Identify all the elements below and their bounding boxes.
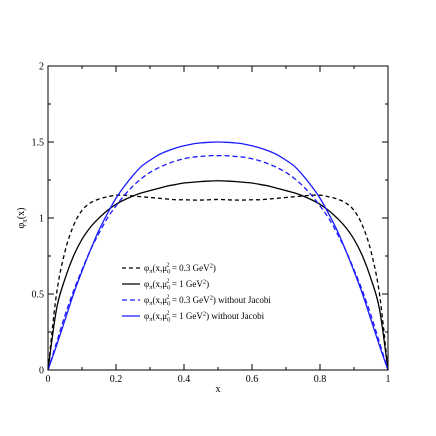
y-axis-label-sub: π xyxy=(21,219,29,223)
legend-label: φπ(x,μ02 = 0.3 GeV2) xyxy=(144,262,216,276)
legend-phi: φ xyxy=(144,311,149,321)
legend-sup2: 2 xyxy=(166,278,169,285)
ticks-layer: 0 0.2 0.4 0.6 0.8 1 0 0.5 1 1.5 2 xyxy=(32,62,391,386)
legend-pi: π xyxy=(149,268,153,275)
y-tick-label: 0 xyxy=(39,366,44,377)
x-tick-label: 0.2 xyxy=(110,374,123,385)
x-tick-label: 0.6 xyxy=(246,374,259,385)
y-axis-label-main: φ xyxy=(16,223,27,229)
y-tick-label: 1 xyxy=(39,214,44,225)
legend-sup2: 2 xyxy=(166,262,169,269)
svg-text:φπ(x): φπ(x) xyxy=(16,208,29,229)
legend-item-2: φπ(x,μ02 = 1 GeV2) xyxy=(122,278,209,292)
legend-pi: π xyxy=(149,300,153,307)
y-axis-label-tail: (x) xyxy=(16,208,27,220)
y-tick-label: 1.5 xyxy=(32,138,45,149)
series-layer xyxy=(47,141,389,371)
legend-eq: = 1 GeV xyxy=(170,279,204,289)
y-tick-label: 0.5 xyxy=(32,290,45,301)
legend-pi: π xyxy=(149,284,153,291)
x-tick-label: 1 xyxy=(386,374,391,385)
legend-sup2: 2 xyxy=(166,294,169,301)
legend-label: φπ(x,μ02 = 0.3 GeV2) without Jacobi xyxy=(144,294,271,308)
legend-sub0: 0 xyxy=(167,269,170,276)
series-line-2 xyxy=(47,180,389,371)
legend-args: (x,μ xyxy=(153,295,168,305)
legend-sup2b: 2 xyxy=(203,311,206,318)
legend-sup2b: 2 xyxy=(210,295,213,302)
legend-label: φπ(x,μ02 = 1 GeV2) xyxy=(144,278,209,292)
legend-sub0: 0 xyxy=(167,285,170,292)
legend-eq: = 1 GeV xyxy=(170,311,204,321)
legend-args: (x,μ xyxy=(153,311,168,321)
x-tick-label: 0.4 xyxy=(178,374,191,385)
x-axis-label: x xyxy=(216,384,221,395)
x-tick-label: 0 xyxy=(46,374,51,385)
series-line-1 xyxy=(47,194,389,371)
legend-phi: φ xyxy=(144,295,149,305)
x-tick-label: 0.8 xyxy=(314,374,327,385)
series-line-4 xyxy=(47,141,389,371)
legend-sub0: 0 xyxy=(167,317,170,324)
legend-tail: ) without Jacobi xyxy=(213,295,271,305)
series-line-3 xyxy=(47,154,389,371)
legend-phi: φ xyxy=(144,263,149,273)
legend-sub0: 0 xyxy=(167,301,170,308)
legend: φπ(x,μ02 = 0.3 GeV2)φπ(x,μ02 = 1 GeV2)φπ… xyxy=(122,262,271,324)
legend-sup2b: 2 xyxy=(203,279,206,286)
legend-eq: = 0.3 GeV xyxy=(170,295,211,305)
legend-phi: φ xyxy=(144,279,149,289)
legend-item-1: φπ(x,μ02 = 0.3 GeV2) xyxy=(122,262,216,276)
legend-args: (x,μ xyxy=(153,279,168,289)
legend-pi: π xyxy=(149,316,153,323)
legend-label: φπ(x,μ02 = 1 GeV2) without Jacobi xyxy=(144,310,265,324)
legend-sup2b: 2 xyxy=(210,263,213,270)
legend-item-3: φπ(x,μ02 = 0.3 GeV2) without Jacobi xyxy=(122,294,271,308)
legend-tail: ) xyxy=(206,279,209,289)
legend-args: (x,μ xyxy=(153,263,168,273)
y-tick-label: 2 xyxy=(39,62,44,73)
legend-item-4: φπ(x,μ02 = 1 GeV2) without Jacobi xyxy=(122,310,265,324)
legend-sup2: 2 xyxy=(166,310,169,317)
legend-tail: ) xyxy=(213,263,216,273)
legend-tail: ) without Jacobi xyxy=(206,311,264,321)
legend-eq: = 0.3 GeV xyxy=(170,263,211,273)
y-axis-label: φπ(x) xyxy=(16,208,29,229)
